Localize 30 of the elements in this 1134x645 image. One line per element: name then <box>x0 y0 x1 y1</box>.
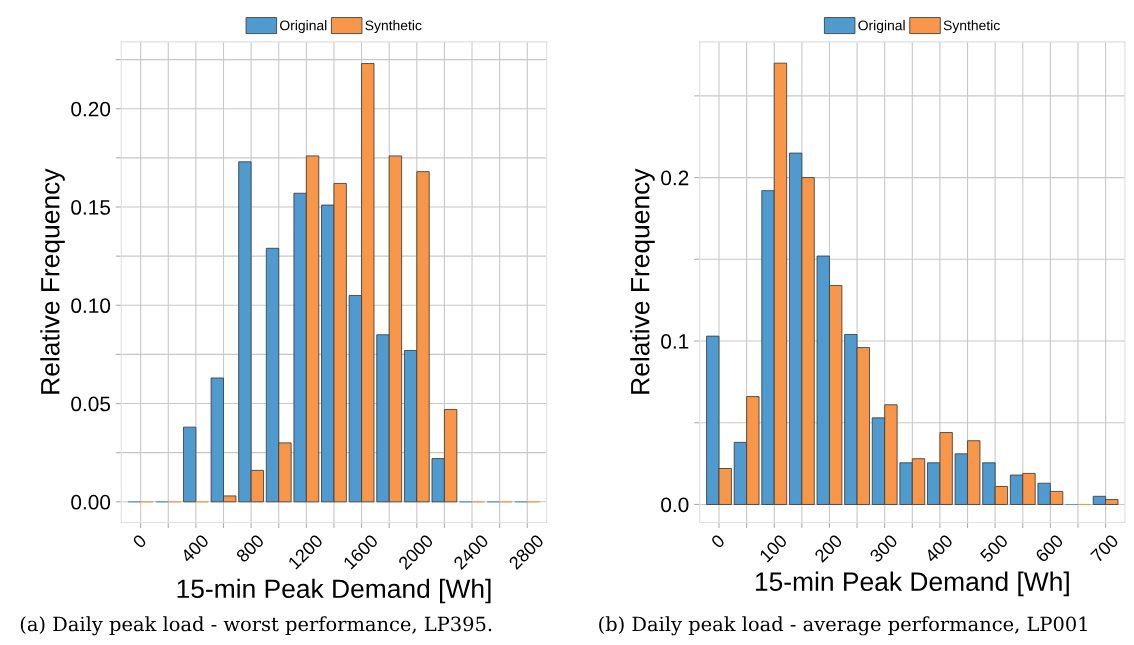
y-tick-label: 0.00 <box>71 494 111 510</box>
y-tick-label: 0.10 <box>71 298 111 314</box>
x-tick-label: 300 <box>868 533 899 564</box>
x-tick-label: 0 <box>710 533 726 549</box>
x-tick-label: 0 <box>132 533 148 549</box>
y-tick-label: 0.20 <box>71 101 111 117</box>
legend-label: Original <box>280 20 327 34</box>
y-axis-title: Relative Frequency <box>40 168 65 394</box>
y-tick-label: 0.15 <box>71 200 111 215</box>
x-tick-label: 100 <box>758 533 788 563</box>
x-tick-label: 400 <box>923 533 954 564</box>
y-tick-label: 0.0 <box>661 497 689 513</box>
text: (a) Daily peak load - worst performance, LP395. <box>20 616 492 636</box>
x-tick-label: 400 <box>179 533 210 564</box>
legend-label: Synthetic <box>365 20 422 34</box>
y-tick-label: 0.1 <box>661 334 689 349</box>
x-axis-title: 15-min Peak Demand [Wh] <box>177 578 491 604</box>
bar <box>183 426 197 503</box>
text: (b) Daily peak load - average performance, LP001 <box>599 616 1087 636</box>
x-axis-title: 15-min Peak Demand [Wh] <box>755 571 1069 597</box>
x-tick-label: 500 <box>979 533 1009 564</box>
x-tick-label: 700 <box>1089 533 1120 563</box>
y-tick-label: 0.05 <box>71 396 111 412</box>
x-tick-label: 200 <box>813 533 844 563</box>
x-tick-label: 800 <box>235 533 265 563</box>
y-axis-title: Relative Frequency <box>630 168 655 394</box>
y-tick-label: 0.2 <box>661 170 689 186</box>
legend-label: Original <box>858 20 905 34</box>
legend-label: Synthetic <box>943 20 1000 34</box>
x-tick-label: 600 <box>1034 533 1064 563</box>
